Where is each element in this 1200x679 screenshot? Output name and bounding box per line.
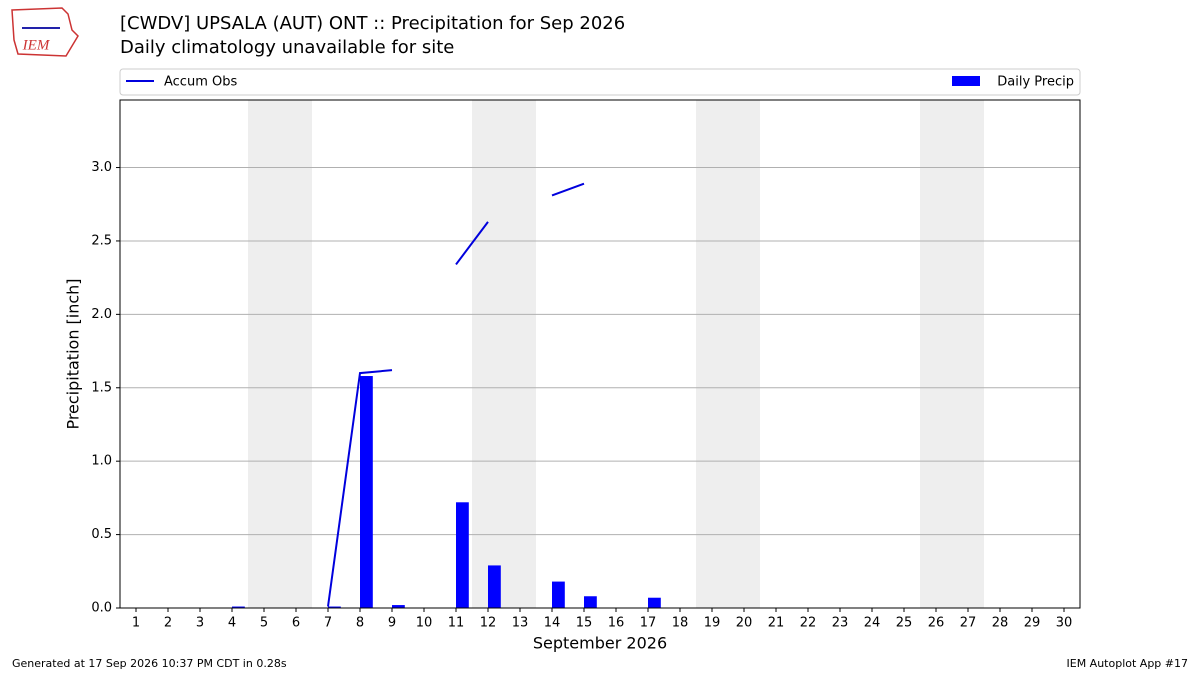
bar (584, 596, 597, 608)
bar (392, 605, 405, 608)
x-tick-label: 11 (448, 616, 465, 631)
x-tick-label: 23 (832, 616, 849, 631)
weekend-shade (472, 100, 504, 608)
y-tick-label: 0.0 (91, 601, 112, 616)
plot: 0.00.51.01.52.02.53.01 2 3 4 5 6 7 8 9 10 11 12 13 14… (64, 99, 1081, 653)
x-tick-label: 27 (960, 616, 977, 631)
x-tick-label: 29 (1024, 616, 1041, 631)
y-tick-label: 1.0 (91, 454, 112, 469)
x-tick-label: 5 (260, 616, 268, 631)
logo: IEM (11, 7, 79, 57)
legend-label: Daily Precip (997, 75, 1074, 90)
x-tick-label: 30 (1056, 616, 1073, 631)
bar (552, 581, 565, 608)
weekend-shade (952, 100, 984, 608)
weekend-shade (728, 100, 760, 608)
x-tick-label: 22 (800, 616, 817, 631)
y-tick-label: 0.5 (91, 527, 112, 542)
y-tick-label: 2.5 (91, 233, 112, 248)
bar (648, 597, 661, 608)
accum-line (327, 182, 585, 607)
x-tick-label: 21 (768, 616, 785, 631)
x-tick-label: 26 (928, 616, 945, 631)
footer-left: Generated at 17 Sep 2026 10:37 PM CDT in… (12, 657, 287, 670)
y-tick-label: 3.0 (91, 160, 112, 175)
legend-box (119, 68, 1081, 96)
y-tick-label: 1.5 (91, 380, 112, 395)
x-tick-label: 2 (164, 616, 172, 631)
x-tick-label: 17 (640, 616, 657, 631)
bar (456, 502, 469, 608)
x-axis-label: September 2026 (533, 634, 667, 653)
x-tick-label: 10 (416, 616, 433, 631)
x-tick-label: 19 (704, 616, 721, 631)
x-tick-label: 4 (228, 616, 236, 631)
logo-outline (11, 7, 79, 57)
x-tick-label: 24 (864, 616, 881, 631)
weekend-shade (696, 100, 728, 608)
chart-subtitle: Daily climatology unavailable for site (120, 37, 454, 58)
x-tick-label: 20 (736, 616, 753, 631)
x-tick-label: 3 (196, 616, 204, 631)
x-tick-label: 28 (992, 616, 1009, 631)
x-tick-label: 7 (324, 616, 332, 631)
x-tick-label: 8 (356, 616, 364, 631)
bar (232, 606, 245, 608)
x-tick-label: 25 (896, 616, 913, 631)
x-tick-label: 1 (132, 616, 140, 631)
x-tick-label: 14 (544, 616, 561, 631)
x-tick-label: 12 (480, 616, 497, 631)
bar (360, 376, 373, 608)
legend-swatch (952, 76, 980, 86)
x-tick-label: 6 (292, 616, 300, 631)
weekend-shade (504, 100, 536, 608)
plot-frame (119, 99, 1081, 609)
y-tick-label: 2.0 (91, 307, 112, 322)
weekend-shade (280, 100, 312, 608)
bar (488, 565, 501, 608)
legend-label: Accum Obs (164, 75, 237, 90)
x-tick-label: 9 (388, 616, 396, 631)
y-axis-label: Precipitation [inch] (64, 278, 83, 429)
bar (328, 606, 341, 608)
logo-text: IEM (22, 37, 51, 53)
x-tick-label: 13 (512, 616, 529, 631)
footer-right: IEM Autoplot App #17 (1067, 657, 1189, 670)
x-tick-label: 18 (672, 616, 689, 631)
x-tick-label: 16 (608, 616, 625, 631)
weekend-shade (248, 100, 280, 608)
weekend-shade (920, 100, 952, 608)
x-tick-label: 15 (576, 616, 593, 631)
chart-title: [CWDV] UPSALA (AUT) ONT :: Precipitation… (120, 13, 625, 34)
